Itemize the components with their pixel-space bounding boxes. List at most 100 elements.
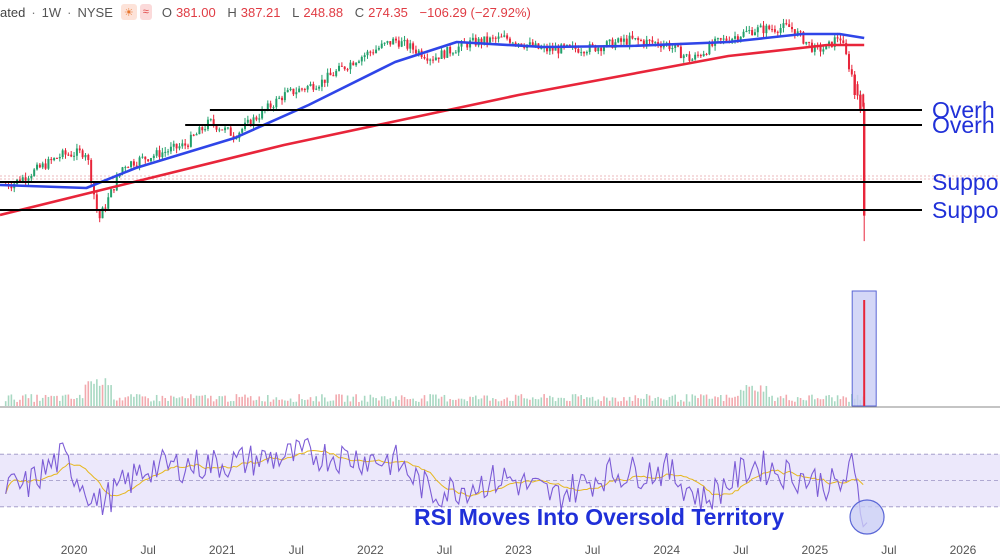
volume-bar — [839, 399, 842, 406]
volume-bar — [312, 401, 315, 406]
volume-bar — [560, 397, 563, 406]
volume-bar — [138, 394, 141, 406]
candle-body — [551, 47, 554, 51]
candle-body — [480, 38, 483, 44]
candle-body — [642, 40, 645, 46]
volume-bar — [651, 400, 654, 406]
volume-bar — [574, 394, 577, 406]
candle-body — [292, 88, 295, 95]
volume-bar — [249, 396, 252, 406]
volume-bar — [121, 400, 124, 406]
volume-bar — [67, 394, 70, 406]
sma50-line — [0, 32, 865, 190]
volume-bar — [702, 395, 705, 406]
volume-bar — [677, 401, 679, 406]
volume-bar — [44, 394, 47, 406]
candle-body — [360, 57, 363, 62]
candle-body — [531, 42, 534, 47]
candle-body — [10, 186, 13, 189]
volume-bar — [113, 399, 115, 406]
volume-bar — [295, 401, 298, 406]
volume-bar — [472, 397, 474, 406]
candle-body — [55, 157, 58, 159]
volume-bar — [791, 400, 793, 406]
volume-bar — [178, 397, 181, 406]
candle-body — [688, 54, 691, 61]
candle-body — [432, 59, 435, 61]
volume-bar — [366, 401, 369, 406]
candle-body — [397, 40, 400, 47]
volume-bar — [665, 400, 668, 406]
candle-body — [204, 129, 207, 131]
volume-bar — [104, 378, 107, 406]
volume-bar — [816, 398, 819, 406]
volume-bar — [637, 398, 639, 406]
volume-bar — [714, 396, 716, 406]
volume-bar — [802, 399, 805, 406]
volume-bar — [717, 397, 719, 406]
volume-bar — [660, 398, 662, 406]
candle-body — [21, 177, 24, 183]
candle-body — [628, 35, 631, 45]
volume-bar — [537, 399, 540, 406]
volume-bar — [258, 396, 261, 406]
volume-bar — [768, 396, 771, 406]
candle-body — [813, 45, 816, 52]
volume-bar — [212, 401, 215, 406]
volume-bar — [588, 397, 591, 406]
volume-bar — [326, 401, 329, 406]
candle-body — [101, 207, 104, 219]
chart-header: ated · 1W · NYSE ☀ ≈ O 381.00 H 387.21 L 24… — [0, 0, 535, 24]
volume-bar — [457, 398, 460, 406]
volume-bar — [232, 401, 235, 406]
volume-bar — [435, 394, 437, 406]
volume-bar — [210, 395, 212, 406]
candle-body — [93, 182, 96, 195]
volume-bar — [631, 400, 634, 406]
candle-body — [87, 154, 90, 161]
volume-bar — [432, 394, 434, 406]
candle-body — [808, 41, 811, 43]
sun-icon[interactable]: ☀ — [120, 4, 137, 20]
sma200-line — [0, 43, 865, 217]
volume-bar — [204, 394, 206, 406]
candle-body — [81, 150, 84, 158]
candle-body — [856, 84, 859, 96]
candle-body — [50, 158, 53, 161]
interval-label[interactable]: 1W — [41, 4, 62, 20]
volume-bar — [241, 396, 243, 406]
candle-body — [833, 37, 836, 47]
candle-body — [127, 167, 130, 169]
candle-body — [400, 41, 403, 47]
candle-body — [18, 179, 21, 183]
candle-body — [309, 84, 312, 86]
volume-bar — [489, 400, 491, 406]
volume-bar — [158, 401, 161, 406]
candle-body — [677, 45, 680, 47]
candle-body — [329, 72, 332, 76]
x-tick-label: Jul — [733, 543, 748, 557]
candle-body — [184, 143, 187, 146]
candle-body — [144, 156, 147, 160]
high-label: H — [227, 4, 237, 20]
volume-bar — [437, 398, 440, 406]
volume-bar — [187, 398, 189, 406]
volume-bar — [343, 401, 346, 406]
symbol-name[interactable]: ated — [0, 4, 26, 20]
volume-bar — [21, 395, 24, 406]
volume-bar — [221, 396, 224, 406]
approx-icon[interactable]: ≈ — [139, 4, 152, 20]
volume-bar — [321, 394, 323, 406]
volume-bar — [446, 401, 449, 406]
candle-body — [474, 37, 477, 46]
candle-body — [201, 127, 204, 131]
volume-bar — [782, 398, 785, 406]
volume-bar — [568, 401, 571, 406]
change-value: −106.29 (−27.92%) — [419, 4, 531, 20]
volume-bar — [671, 395, 674, 406]
volume-bar — [739, 389, 742, 406]
volume-bar — [788, 400, 790, 406]
candle-body — [685, 54, 688, 56]
